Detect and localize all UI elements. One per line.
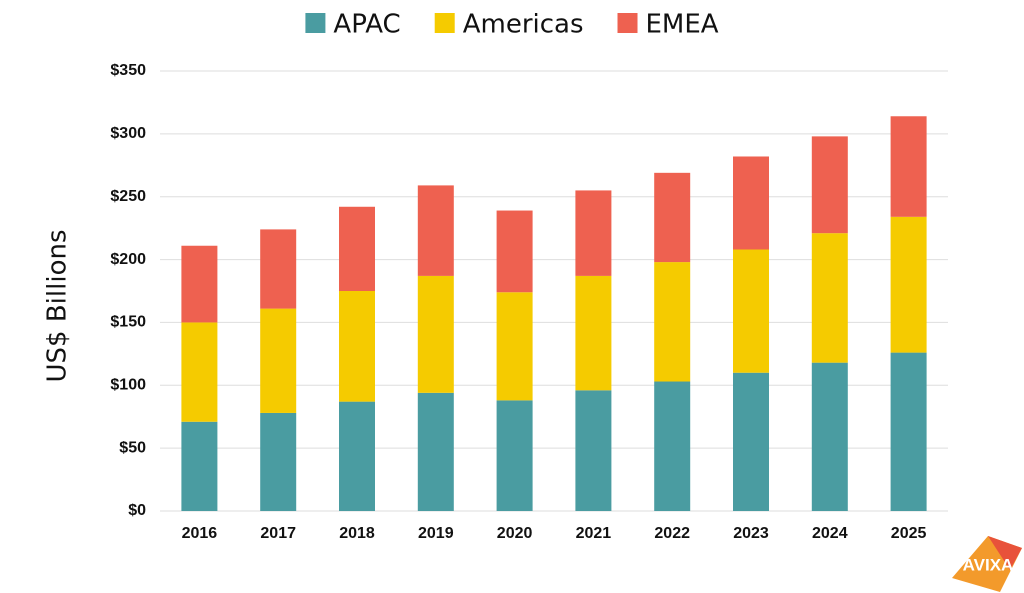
bar-segment: [890, 216, 927, 353]
bar-segment: [417, 392, 454, 511]
x-tick-label: 2016: [182, 525, 218, 542]
bar-segment: [417, 275, 454, 393]
bar-segment: [260, 412, 297, 511]
bar-segment: [654, 381, 691, 511]
bar-segment: [654, 262, 691, 382]
legend-label: EMEA: [646, 10, 719, 40]
bar-segment: [733, 156, 769, 250]
bar-segment: [181, 245, 218, 323]
bar-segment: [496, 292, 533, 401]
y-tick-label: $0: [128, 502, 146, 519]
bar-segment: [733, 249, 769, 373]
bar-segment: [339, 401, 375, 511]
bar-segment: [575, 390, 612, 511]
legend-swatch: [617, 13, 638, 33]
bar-segment: [260, 308, 297, 413]
x-tick-label: 2019: [418, 525, 454, 542]
bar-segment: [733, 372, 769, 511]
logo-text: AVIXA: [963, 555, 1014, 574]
legend-label: Americas: [463, 10, 584, 40]
x-tick-label: 2020: [497, 525, 533, 542]
x-tick-label: 2018: [339, 525, 375, 542]
y-tick-label: $250: [110, 188, 146, 205]
x-tick-label: 2017: [260, 525, 296, 542]
y-tick-label: $300: [110, 125, 146, 142]
bar-segment: [496, 210, 533, 293]
y-tick-label: $350: [110, 62, 146, 79]
y-tick-label: $200: [110, 251, 146, 268]
legend-label: APAC: [333, 10, 400, 40]
legend-swatch: [434, 13, 455, 33]
bar-segment: [339, 291, 375, 402]
bar-segment: [811, 233, 848, 363]
bar-segment: [417, 185, 454, 276]
bar-segment: [339, 206, 375, 291]
bar-segment: [811, 362, 848, 511]
y-axis-label: US$ Billions: [43, 229, 73, 382]
x-tick-label: 2022: [654, 525, 690, 542]
bar-segment: [181, 322, 218, 422]
x-tick-label: 2021: [576, 525, 612, 542]
x-tick-label: 2023: [733, 525, 769, 542]
bar-segment: [181, 421, 218, 511]
bar-segment: [575, 275, 612, 391]
bar-segment: [890, 352, 927, 511]
y-tick-label: $100: [110, 377, 146, 394]
bar-segment: [890, 116, 927, 217]
bar-segment: [811, 136, 848, 234]
y-tick-label: $50: [119, 439, 146, 456]
bar-segment: [260, 229, 297, 309]
x-tick-label: 2025: [891, 525, 927, 542]
logo-shape: [988, 536, 1022, 570]
bar-segment: [654, 172, 691, 263]
y-tick-label: $150: [110, 314, 146, 331]
bar-segment: [496, 400, 533, 511]
bar-segment: [575, 190, 612, 276]
x-tick-label: 2024: [812, 525, 848, 542]
legend-swatch: [305, 13, 326, 33]
